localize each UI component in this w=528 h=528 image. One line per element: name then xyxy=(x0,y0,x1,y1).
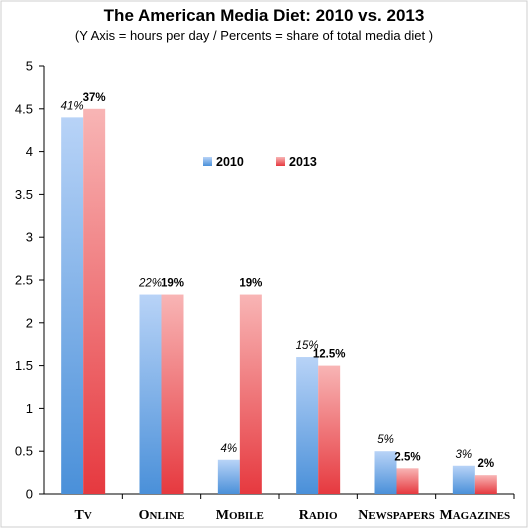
bar-2013 xyxy=(396,468,419,494)
y-tick-label: 3.5 xyxy=(15,187,33,202)
bar-2013 xyxy=(474,475,497,494)
data-label-2010: 41% xyxy=(61,100,84,112)
bar-2010 xyxy=(139,294,162,494)
bar-2010 xyxy=(217,459,240,494)
y-tick-label: 1 xyxy=(26,401,33,416)
bar-2010 xyxy=(374,451,397,494)
legend: 2010 2013 xyxy=(203,155,317,169)
y-tick-label: 0.5 xyxy=(15,444,33,459)
data-label-2013: 19% xyxy=(239,278,262,290)
data-label-2013: 2.5% xyxy=(394,451,420,463)
y-tick-label: 2.5 xyxy=(15,273,33,288)
data-label-2013: 12.5% xyxy=(313,349,346,361)
axes: 0 0.5 1 1.5 2 2.5 3 3.5 4 4.5 5 TV ONLINE MOBILE RADIO… xyxy=(15,59,515,523)
data-label-2010: 3% xyxy=(456,449,473,461)
y-tick-label: 3 xyxy=(26,230,33,245)
bar-2013 xyxy=(83,108,106,495)
chart-title: The American Media Diet: 2010 vs. 2013 xyxy=(104,6,425,25)
x-category-label: ONLINE xyxy=(139,508,185,523)
x-category-label: RADIO xyxy=(299,508,338,523)
x-category-label: MOBILE xyxy=(216,508,264,523)
legend-swatch-2010 xyxy=(203,157,212,166)
y-tick-label: 1.5 xyxy=(15,358,33,373)
y-tick-label: 2 xyxy=(26,315,33,330)
bar-2010 xyxy=(452,465,475,494)
legend-label-2010: 2010 xyxy=(216,155,244,169)
data-label-2010: 15% xyxy=(296,340,319,352)
bar-2010 xyxy=(296,357,319,494)
data-label-2010: 4% xyxy=(221,443,238,455)
data-label-2010: 22% xyxy=(138,278,162,290)
x-category-label: TV xyxy=(75,508,92,523)
bar-2013 xyxy=(318,365,341,494)
data-label-2013: 2% xyxy=(478,458,495,470)
data-label-2013: 19% xyxy=(161,278,184,290)
bars xyxy=(61,108,497,495)
bar-2010 xyxy=(61,117,84,495)
legend-swatch-2013 xyxy=(276,157,285,166)
x-category-label: MAGAZINES xyxy=(439,508,510,523)
chart-subtitle: (Y Axis = hours per day / Percents = sha… xyxy=(75,28,433,43)
data-labels: 41%37%22%19%4%19%15%12.5%5%2.5% 3%2% xyxy=(61,92,494,470)
bar-2013 xyxy=(161,294,184,494)
y-tick-label: 4.5 xyxy=(15,101,33,116)
y-tick-label: 0 xyxy=(26,487,33,502)
bar-2013 xyxy=(239,294,262,494)
y-tick-label: 5 xyxy=(26,59,33,74)
x-category-label: NEWSPAPERS xyxy=(358,508,435,523)
legend-label-2013: 2013 xyxy=(289,155,317,169)
data-label-2013: 37% xyxy=(83,92,106,104)
data-label-2010: 5% xyxy=(377,434,394,446)
y-tick-label: 4 xyxy=(26,144,33,159)
